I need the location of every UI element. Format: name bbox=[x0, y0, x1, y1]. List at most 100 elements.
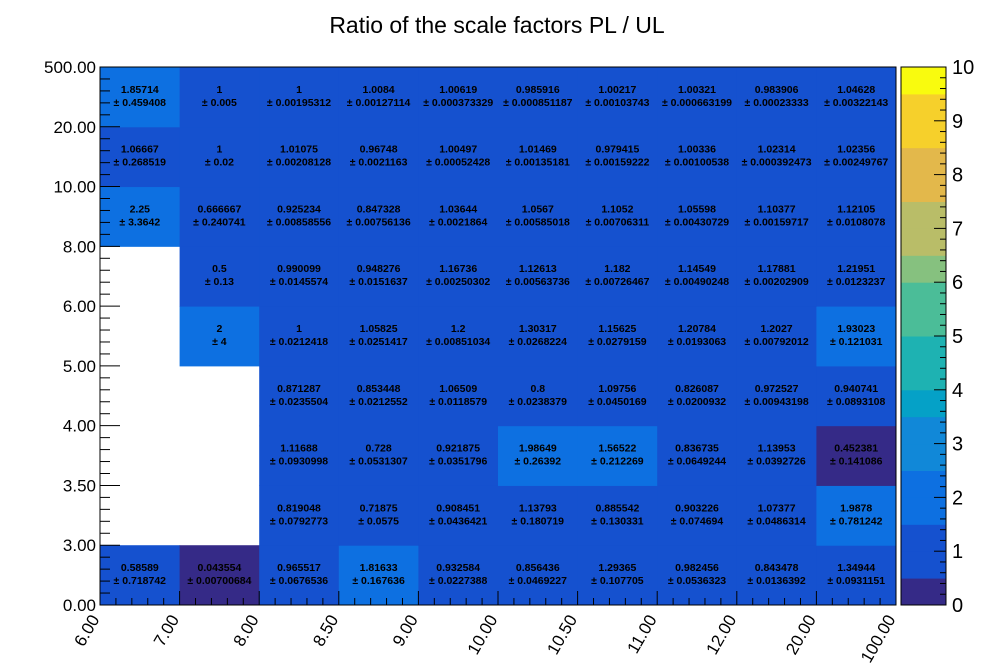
cell-value-label: 0.043554 bbox=[198, 562, 242, 574]
cell-error-label: ± 0.00756136 bbox=[347, 216, 411, 228]
cell-value-label: 0.903226 bbox=[675, 502, 719, 514]
heatmap-cells bbox=[100, 67, 897, 606]
cell-value-label: 0.843478 bbox=[755, 562, 799, 574]
colorbar-bin bbox=[901, 174, 946, 202]
cell-error-label: ± 0.0123237 bbox=[827, 276, 885, 288]
cell-value-label: 1.16736 bbox=[439, 263, 477, 275]
cell-error-label: ± 0.00858556 bbox=[267, 216, 331, 228]
heatmap-cell bbox=[816, 545, 897, 606]
heatmap-cell bbox=[816, 485, 897, 546]
cell-value-label: 0.871287 bbox=[277, 383, 321, 395]
heatmap-cell bbox=[657, 425, 738, 486]
cell-error-label: ± 0.0235504 bbox=[270, 396, 328, 408]
heatmap-cell bbox=[657, 67, 738, 128]
cell-value-label: 1.2 bbox=[451, 323, 466, 335]
colorbar-tick-label: 8 bbox=[952, 165, 963, 187]
heatmap-cell bbox=[418, 485, 499, 546]
x-tick-label: 8.50 bbox=[309, 612, 342, 650]
heatmap-cell bbox=[338, 365, 419, 427]
heatmap-cell bbox=[736, 246, 817, 307]
heatmap-cell bbox=[657, 365, 738, 427]
cell-value-label: 1.21951 bbox=[837, 263, 875, 275]
cell-error-label: ± 0.0145574 bbox=[270, 276, 328, 288]
cell-error-label: ± 0.000851187 bbox=[503, 97, 573, 109]
cell-value-label: 1.02356 bbox=[837, 144, 875, 156]
cell-error-label: ± 0.0279159 bbox=[588, 336, 646, 348]
heatmap-cell bbox=[418, 126, 499, 188]
colorbar-tick-label: 0 bbox=[952, 595, 963, 617]
colorbar-bin bbox=[901, 336, 946, 364]
heatmap-cell bbox=[816, 365, 897, 427]
cell-error-label: ± 0.00052428 bbox=[426, 157, 490, 169]
cell-error-label: ± 4 bbox=[212, 336, 227, 348]
colorbar-tick-label: 4 bbox=[952, 380, 963, 402]
colorbar-bin bbox=[901, 470, 946, 498]
cell-error-label: ± 0.00023333 bbox=[745, 97, 809, 109]
heatmap-cell bbox=[816, 126, 897, 188]
colorbar-bin bbox=[901, 443, 946, 471]
cell-value-label: 0.58589 bbox=[121, 562, 159, 574]
heatmap-cell bbox=[418, 425, 499, 486]
heatmap-cell bbox=[338, 545, 419, 606]
cell-value-label: 0.972527 bbox=[755, 383, 799, 395]
cell-error-label: ± 0.00700684 bbox=[187, 575, 251, 587]
heatmap-cell bbox=[338, 306, 419, 367]
heatmap-cell bbox=[418, 246, 499, 307]
cell-error-label: ± 0.0108078 bbox=[827, 216, 885, 228]
cell-value-label: 2 bbox=[216, 323, 222, 335]
x-tick-label: 7.00 bbox=[150, 612, 183, 650]
cell-error-label: ± 0.781242 bbox=[830, 515, 883, 527]
heatmap-cell bbox=[100, 126, 181, 188]
cell-value-label: 1.0084 bbox=[363, 84, 395, 96]
cell-error-label: ± 0.268519 bbox=[114, 157, 167, 169]
colorbar-bin bbox=[901, 67, 946, 95]
cell-value-label: 0.932584 bbox=[436, 562, 480, 574]
cell-value-label: 0.836735 bbox=[675, 443, 719, 455]
cell-error-label: ± 0.00159222 bbox=[585, 157, 649, 169]
y-tick-label: 8.00 bbox=[63, 237, 96, 256]
y-tick-label: 6.00 bbox=[63, 297, 96, 316]
heatmap-cell bbox=[498, 126, 579, 188]
heatmap-cell bbox=[179, 545, 260, 606]
cell-value-label: 0.948276 bbox=[357, 263, 401, 275]
cell-error-label: ± 0.0436421 bbox=[429, 515, 487, 527]
cell-value-label: 1.13953 bbox=[758, 443, 796, 455]
cell-error-label: ± 0.02 bbox=[205, 157, 234, 169]
heatmap-cell bbox=[736, 306, 817, 367]
cell-error-label: ± 0.0450169 bbox=[588, 396, 646, 408]
heatmap-cell bbox=[259, 67, 340, 128]
cell-error-label: ± 0.00195312 bbox=[267, 97, 331, 109]
cell-error-label: ± 0.0212418 bbox=[270, 336, 328, 348]
heatmap-cell bbox=[179, 186, 260, 247]
colorbar-bin bbox=[901, 578, 946, 606]
cell-value-label: 0.885542 bbox=[596, 502, 640, 514]
heatmap-cell bbox=[657, 485, 738, 546]
cell-error-label: ± 0.180719 bbox=[512, 515, 565, 527]
colorbar-bin bbox=[901, 201, 946, 229]
heatmap-cell bbox=[736, 485, 817, 546]
cell-value-label: 1 bbox=[216, 84, 222, 96]
colorbar-bin bbox=[901, 309, 946, 337]
heatmap-cell bbox=[498, 485, 579, 546]
heatmap-cell bbox=[736, 425, 817, 486]
heatmap-cell bbox=[736, 67, 817, 128]
heatmap-cell bbox=[259, 126, 340, 188]
heatmap-cell bbox=[577, 485, 658, 546]
cell-value-label: 1 bbox=[216, 144, 222, 156]
cell-value-label: 1.15625 bbox=[598, 323, 636, 335]
heatmap-cell bbox=[418, 306, 499, 367]
cell-value-label: 1.20784 bbox=[678, 323, 716, 335]
heatmap-cell bbox=[736, 126, 817, 188]
heatmap-cell bbox=[577, 186, 658, 247]
y-tick-label: 5.00 bbox=[63, 357, 96, 376]
cell-error-label: ± 0.0238379 bbox=[509, 396, 567, 408]
cell-error-label: ± 0.000663199 bbox=[662, 97, 732, 109]
colorbar-bin bbox=[901, 255, 946, 283]
cell-value-label: 1 bbox=[296, 84, 302, 96]
heatmap-cell bbox=[498, 306, 579, 367]
colorbar-bin bbox=[901, 497, 946, 525]
cell-value-label: 1.13793 bbox=[519, 502, 557, 514]
heatmap-cell bbox=[498, 67, 579, 128]
cell-value-label: 0.728 bbox=[365, 443, 391, 455]
heatmap-cell bbox=[179, 126, 260, 188]
